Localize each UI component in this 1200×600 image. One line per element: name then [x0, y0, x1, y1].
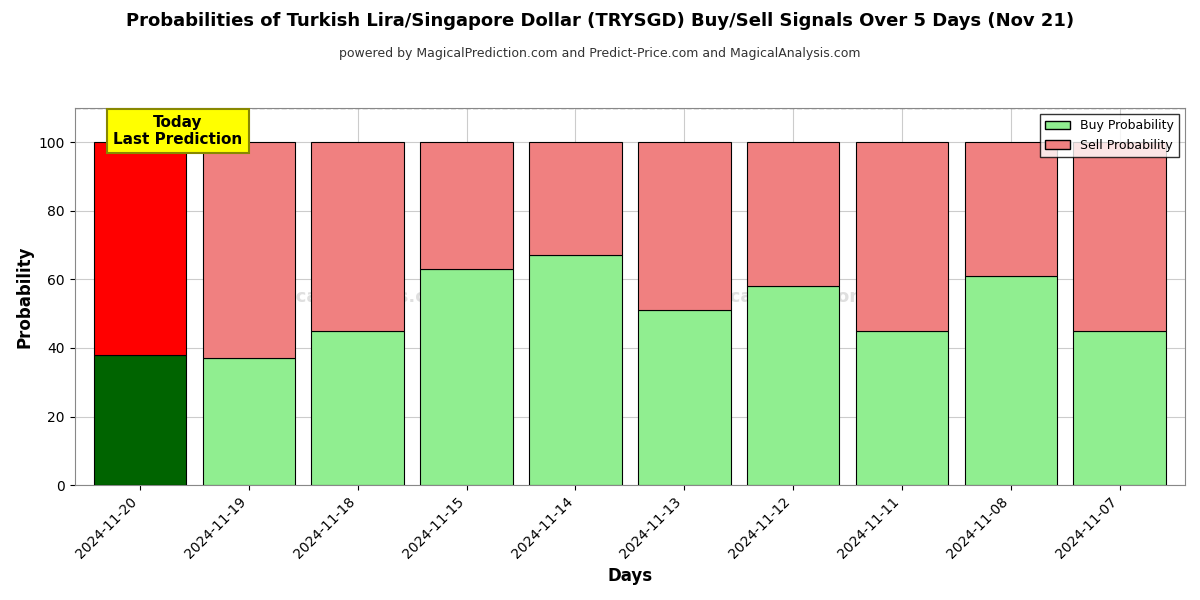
Text: MagicalAnalysis.com: MagicalAnalysis.com	[247, 287, 457, 305]
Bar	[746, 286, 839, 485]
Bar	[203, 358, 295, 485]
Bar	[965, 276, 1057, 485]
Bar	[203, 142, 295, 358]
Text: powered by MagicalPrediction.com and Predict-Price.com and MagicalAnalysis.com: powered by MagicalPrediction.com and Pre…	[340, 47, 860, 60]
Bar	[420, 269, 512, 485]
Y-axis label: Probability: Probability	[16, 245, 34, 348]
Bar	[746, 142, 839, 286]
Legend: Buy Probability, Sell Probability: Buy Probability, Sell Probability	[1040, 114, 1178, 157]
Bar	[638, 142, 731, 310]
Bar	[1074, 331, 1166, 485]
Bar	[94, 355, 186, 485]
Bar	[312, 142, 404, 331]
Bar	[638, 310, 731, 485]
X-axis label: Days: Days	[607, 567, 653, 585]
Bar	[94, 142, 186, 355]
Bar	[856, 142, 948, 331]
Text: MagicalPrediction.com: MagicalPrediction.com	[682, 287, 911, 305]
Text: Probabilities of Turkish Lira/Singapore Dollar (TRYSGD) Buy/Sell Signals Over 5 : Probabilities of Turkish Lira/Singapore …	[126, 12, 1074, 30]
Bar	[1074, 142, 1166, 331]
Bar	[312, 331, 404, 485]
Bar	[856, 331, 948, 485]
Text: Today
Last Prediction: Today Last Prediction	[114, 115, 242, 147]
Bar	[965, 142, 1057, 276]
Bar	[420, 142, 512, 269]
Bar	[529, 256, 622, 485]
Bar	[529, 142, 622, 256]
